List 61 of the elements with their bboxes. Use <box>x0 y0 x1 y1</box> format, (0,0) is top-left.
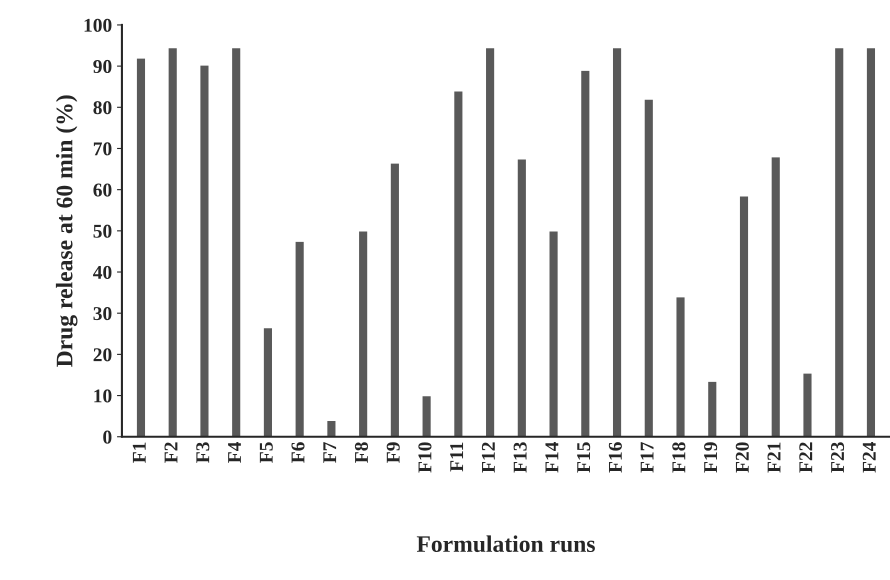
x-tick-label: F22 <box>799 442 812 473</box>
x-tick-label: F4 <box>228 442 241 463</box>
y-tick-label: 100 <box>84 18 112 32</box>
bar <box>389 162 400 437</box>
bar <box>580 70 591 437</box>
y-tick-label: 10 <box>94 389 112 402</box>
x-tick-label: F19 <box>704 442 718 473</box>
x-tick-label: F3 <box>196 442 210 463</box>
x-tick-label: F8 <box>354 442 368 463</box>
bar <box>738 195 750 437</box>
x-tick-label: F14 <box>545 442 558 473</box>
y-tick-label: 60 <box>93 183 112 197</box>
bar <box>358 230 369 437</box>
bar <box>548 230 560 437</box>
y-tick-label: 30 <box>93 307 112 320</box>
x-tick-label: F6 <box>291 442 305 463</box>
bar <box>834 46 845 437</box>
bar <box>294 240 306 437</box>
x-tick-label: F15 <box>577 442 590 473</box>
y-tick-label: 20 <box>94 348 112 362</box>
bar <box>198 64 210 437</box>
bar <box>516 158 528 437</box>
bar <box>802 372 813 437</box>
y-tick-label: 0 <box>103 430 112 444</box>
bar <box>643 98 654 437</box>
bar <box>675 296 686 437</box>
bar <box>452 90 464 437</box>
x-tick-label: F17 <box>640 442 654 473</box>
x-axis-title: Formulation runs <box>416 535 595 552</box>
bar <box>262 326 274 437</box>
bar <box>484 46 496 437</box>
x-tick-label: F18 <box>672 442 686 473</box>
y-tick-label: 90 <box>93 60 112 74</box>
bar <box>326 420 337 437</box>
x-tick-label: F16 <box>608 442 622 473</box>
bar <box>421 394 432 437</box>
x-tick-label: F12 <box>482 442 495 473</box>
x-tick-label: F20 <box>736 442 749 473</box>
bar <box>136 57 146 437</box>
y-axis-title: Drug release at 60 min (%) <box>56 95 78 367</box>
x-tick-label: F9 <box>386 442 400 463</box>
y-tick-label: 80 <box>93 101 112 114</box>
bar <box>230 46 242 437</box>
x-tick-label: F23 <box>831 442 844 473</box>
y-tick-label: 50 <box>94 224 112 238</box>
bar <box>612 46 623 437</box>
bar <box>706 380 718 437</box>
x-tick-label: F5 <box>260 442 273 463</box>
y-tick-label: 40 <box>93 266 112 279</box>
y-tick-label: 70 <box>94 142 112 156</box>
x-tick-label: F7 <box>323 442 336 463</box>
bar <box>866 46 876 437</box>
x-tick-label: F13 <box>514 442 527 473</box>
bar <box>770 156 782 437</box>
bar <box>167 46 178 437</box>
x-tick-label: F11 <box>450 442 464 472</box>
x-tick-label: F2 <box>164 442 178 463</box>
x-tick-label: F1 <box>132 442 146 463</box>
x-tick-label: F21 <box>768 442 780 473</box>
x-tick-label: F10 <box>418 442 432 473</box>
x-tick-label: F24 <box>862 442 876 473</box>
